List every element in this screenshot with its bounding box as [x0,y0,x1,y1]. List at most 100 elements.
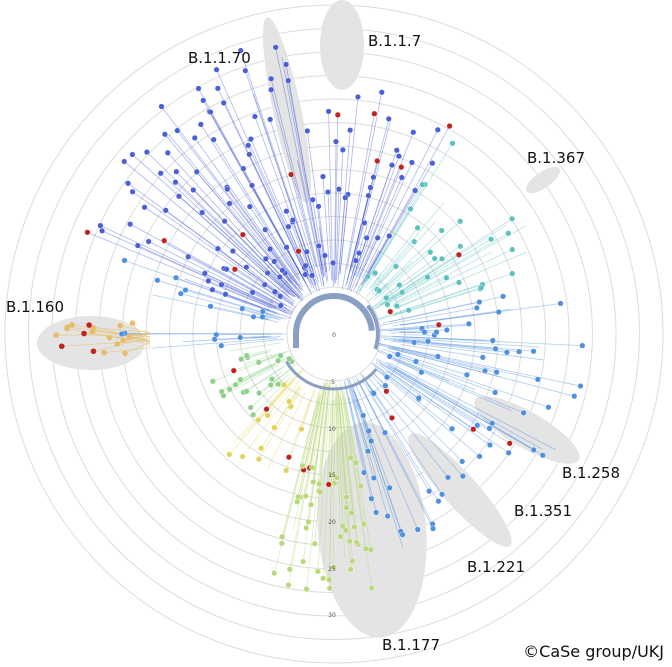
branch [246,364,287,392]
tip-red [325,481,332,488]
tip [328,472,335,479]
branch [368,227,418,290]
tip [277,352,284,359]
tip [352,459,359,466]
branch [394,251,492,303]
branch [374,368,480,457]
branch [374,230,442,295]
tip [459,473,466,480]
branch [355,399,402,532]
branch [124,260,280,316]
branch [395,336,583,347]
tip [330,259,337,266]
tip [271,424,278,431]
tip [489,420,496,427]
branch [400,311,499,326]
tip [275,357,282,364]
branch [392,358,524,414]
tip [258,445,265,452]
tip [530,446,537,453]
tip [393,303,400,310]
tip [255,359,262,366]
branch [292,381,325,531]
branch [264,229,298,279]
tip [242,67,249,74]
tip [489,337,496,344]
tip [343,494,350,501]
branch [209,111,313,295]
branch [226,186,300,287]
tip [492,389,499,396]
branch [299,400,321,498]
tip [310,478,317,485]
branch [378,343,438,357]
tip [392,263,399,270]
branch [250,138,311,278]
tip [129,320,136,326]
tip [384,301,391,308]
branch [344,382,365,473]
branch [262,311,288,320]
tip [154,277,161,284]
branch [350,132,414,292]
tip [509,246,516,253]
branch [318,245,324,270]
branch [132,154,289,294]
branch [378,309,409,321]
branch [348,380,404,548]
trunk-arc [293,293,375,335]
branch [302,379,329,562]
tip [222,291,229,298]
branch [327,192,333,280]
branch [146,151,297,298]
tip-red [285,454,292,461]
branch [366,143,453,282]
clade-label-b-1-351: B.1.351 [514,502,572,520]
tip [326,576,333,583]
tip [315,203,322,210]
tip [324,189,331,196]
tip [262,255,269,262]
tip [414,526,421,533]
branch [194,137,304,291]
branch [395,282,460,309]
tip [303,248,310,255]
tip [69,322,75,328]
tip-red [470,426,477,433]
branch [386,365,490,429]
tip [383,294,390,301]
branch [157,279,273,316]
branch [397,251,527,308]
branch [286,247,306,283]
branch [309,383,326,469]
tip [243,352,250,359]
branch [245,354,273,365]
branch [248,154,309,279]
branch [361,378,439,502]
tip [316,480,323,487]
branch [353,237,379,291]
branch [269,119,320,283]
tip [302,262,309,269]
branch [339,96,359,271]
branch [387,355,449,382]
trunk-arc [366,304,380,350]
tip [411,339,418,346]
tip [476,453,483,460]
branch [253,316,279,323]
tip [247,404,254,411]
tip [509,215,516,222]
tip [393,147,400,154]
branch [337,130,351,286]
tip [408,159,415,166]
tip [444,474,451,481]
tip [182,287,189,294]
tip [209,286,216,293]
tip [286,566,293,573]
branch [270,78,323,287]
branch [314,399,329,544]
branch [400,344,483,358]
tip [347,127,354,134]
branch [398,355,549,408]
tip-red [388,414,395,421]
